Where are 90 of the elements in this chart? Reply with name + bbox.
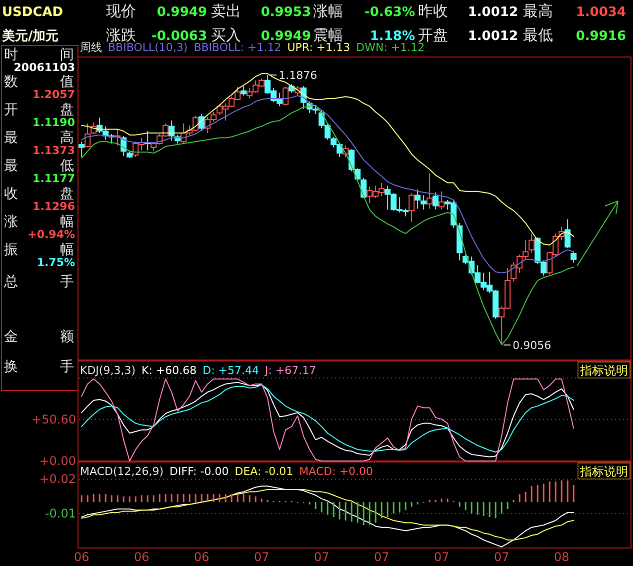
text: 买入: [211, 26, 241, 44]
line-series: [81, 489, 574, 540]
x-tick-label: 07: [434, 550, 450, 564]
text: 振幅: [4, 242, 74, 258]
text: 最低: [523, 26, 553, 44]
candlestick: [528, 233, 535, 254]
text: 涨幅: [4, 214, 74, 230]
candlestick: [282, 86, 289, 106]
candlestick: [570, 250, 577, 264]
x-tick-label: 06: [194, 550, 210, 564]
candlestick: [432, 192, 439, 210]
text: 1.18%: [370, 29, 415, 44]
candlestick: [360, 178, 367, 199]
text: 开盘: [418, 26, 448, 44]
chart-subtitle: BBIBOLL(10,3): [108, 41, 188, 54]
chart-title: 周线: [80, 41, 102, 54]
text: 指标说明: [579, 364, 628, 378]
candlestick: [414, 189, 421, 210]
candlestick: [168, 120, 175, 142]
text: 1.1177: [32, 172, 75, 185]
text: 美元/加元: [1, 28, 59, 44]
text: 0.9949: [260, 29, 311, 44]
text: 0.9953: [260, 5, 311, 20]
text: 总手: [3, 274, 74, 290]
text: 1.2057: [32, 88, 75, 101]
text: DWN: +1.12: [356, 41, 425, 54]
x-tick-label: 08: [554, 550, 570, 564]
text: 1.1296: [32, 200, 76, 213]
candlestick: [426, 172, 433, 210]
y-tick-label: +0.00: [39, 454, 76, 468]
text: 涨跌: [106, 26, 136, 44]
text: 收盘: [4, 186, 74, 202]
candlestick: [78, 141, 85, 158]
text: MACD: +0.00: [299, 465, 374, 478]
candlestick: [84, 122, 91, 148]
series-label: DEA: -0.01: [234, 465, 294, 478]
candlestick: [564, 218, 571, 248]
series-label: DIFF: -0.00: [170, 465, 229, 478]
text: 最高: [4, 130, 74, 146]
text: 1.0034: [576, 5, 626, 20]
text: 时间: [4, 47, 74, 63]
text: 涨幅: [313, 2, 343, 20]
text: 震幅: [313, 26, 343, 44]
candlestick: [420, 194, 427, 210]
text: 1.75%: [36, 256, 75, 269]
text: BBIBOLL: +1.12: [194, 41, 282, 54]
text: 指标说明: [579, 464, 628, 478]
x-tick-label: 07: [254, 550, 270, 564]
y-tick-label: -0.01: [44, 506, 76, 521]
text: 换手: [4, 359, 74, 375]
text: 1.0012: [468, 29, 518, 44]
candlestick: [198, 113, 205, 132]
text: UPR: +1.13: [287, 41, 350, 54]
y-tick-label: +50.60: [32, 412, 76, 427]
annotation: 1.1876: [278, 69, 318, 82]
chart-title: MACD(12,26,9): [80, 465, 164, 478]
series-label: D: +57.44: [202, 364, 260, 377]
candlestick: [408, 192, 415, 223]
text: 现价: [106, 2, 136, 20]
text: 0.9916: [576, 29, 626, 44]
series-label: K: +60.68: [142, 364, 197, 377]
x-tick-label: 06: [74, 550, 90, 564]
text: 最高: [523, 2, 553, 20]
text: 昨收: [418, 2, 448, 20]
text: 1.1373: [32, 144, 75, 157]
x-tick-label: 07: [494, 550, 510, 564]
text: 20061103: [14, 61, 75, 74]
text: 0.9949: [156, 5, 207, 20]
text: 金额: [4, 329, 74, 345]
text: -0.0063: [151, 29, 207, 44]
text: 开盘: [4, 102, 74, 118]
x-tick-label: 06: [134, 550, 150, 564]
candlestick: [240, 86, 247, 96]
text: USDCAD: [2, 5, 64, 20]
chart-title: KDJ(9,3,3): [80, 364, 136, 377]
text: 数值: [4, 74, 74, 90]
text: 1.1190: [32, 116, 76, 129]
note: 0.9056: [503, 339, 552, 352]
series-label: J: +67.17: [264, 364, 316, 377]
annotation: 0.9056: [512, 339, 552, 352]
text: 卖出: [211, 2, 241, 20]
x-tick-label: 07: [374, 550, 390, 564]
y-tick-label: +0.02: [39, 472, 76, 486]
text: 最低: [4, 158, 74, 174]
x-tick-label: 07: [314, 550, 330, 564]
text: 1.0012: [468, 5, 518, 20]
candlestick: [438, 190, 445, 210]
note: 1.1876: [269, 69, 318, 82]
text: +0.94%: [28, 228, 75, 241]
text: -0.63%: [364, 5, 415, 20]
